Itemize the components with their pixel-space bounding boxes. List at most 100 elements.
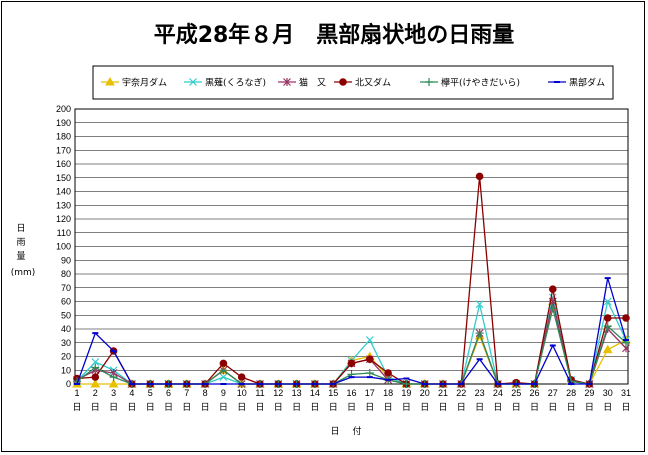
legend-swatch-marker (105, 76, 115, 86)
data-point (475, 329, 484, 338)
chart-title: 平成28年８月 黒部扇状地の日雨量 (154, 22, 515, 48)
legend-item: 猫 又 (278, 77, 326, 89)
legend-swatch-marker (425, 78, 433, 86)
x-tick-label: 26 (529, 388, 539, 398)
data-point (475, 172, 484, 181)
legend-label: 北又ダム (355, 77, 391, 89)
x-tick-suffix: 日 (457, 402, 466, 413)
x-tick-suffix: 日 (530, 402, 539, 413)
x-tick-label: 28 (566, 388, 576, 398)
y-axis-unit: (mm) (11, 268, 36, 278)
x-tick-label: 22 (456, 388, 466, 398)
x-tick-label: 24 (493, 388, 503, 398)
x-tick-label: 23 (475, 388, 485, 398)
x-tick-suffix: 日 (603, 402, 612, 413)
x-tick-suffix: 日 (402, 402, 411, 413)
x-tick-suffix: 日 (72, 402, 81, 413)
data-point (91, 358, 100, 366)
y-tick-label: 0 (66, 379, 71, 389)
data-point (603, 297, 612, 306)
legend-label: 宇奈月ダム (122, 77, 167, 89)
x-tick-suffix: 日 (548, 402, 557, 413)
y-tick-label: 150 (56, 173, 71, 183)
y-tick-label: 190 (56, 118, 71, 128)
legend-item: 黒薙(くろなぎ) (184, 77, 266, 89)
y-tick-label: 100 (56, 242, 71, 252)
y-tick-label: 120 (56, 214, 71, 224)
legend-item: 黒部ダム (548, 77, 605, 89)
y-tick-label: 10 (61, 365, 71, 375)
data-point (365, 369, 374, 377)
x-tick-label: 29 (584, 388, 594, 398)
x-tick-suffix: 日 (329, 402, 338, 413)
x-tick-suffix: 日 (255, 402, 264, 413)
series-layer (72, 172, 631, 388)
data-point (90, 378, 101, 388)
data-point (91, 363, 100, 372)
y-tick-label: 30 (61, 338, 71, 348)
y-tick-label: 90 (61, 255, 71, 265)
y-tick-label: 80 (61, 269, 71, 279)
legend-swatch-marker (189, 78, 197, 86)
y-tick-label: 140 (56, 187, 71, 197)
y-tick-label: 50 (61, 310, 71, 320)
legend-item: 北又ダム (334, 77, 391, 89)
data-point (603, 314, 612, 322)
x-tick-label: 20 (420, 388, 430, 398)
x-tick-suffix: 日 (621, 402, 630, 413)
data-point (366, 355, 374, 364)
y-tick-label: 130 (56, 200, 71, 210)
x-tick-suffix: 日 (475, 402, 484, 413)
x-tick-suffix: 日 (585, 402, 594, 413)
x-tick-suffix: 日 (237, 402, 246, 413)
x-tick-label: 6 (166, 388, 171, 398)
x-tick-suffix: 日 (384, 402, 393, 413)
x-tick-label: 11 (255, 388, 264, 398)
legend-item: 欅平(けやきだいら) (420, 78, 520, 89)
x-tick-label: 1 (74, 388, 79, 398)
x-tick-label: 8 (203, 388, 208, 398)
y-axis-label-char: 日 (16, 223, 25, 234)
legend-swatch-marker (339, 78, 347, 86)
x-tick-suffix: 日 (310, 402, 319, 413)
y-axis-label-char: 量 (16, 251, 25, 262)
x-tick-suffix: 日 (420, 402, 429, 413)
legend-item: 宇奈月ダム (101, 77, 167, 89)
legend-box (92, 65, 614, 100)
data-point (475, 300, 484, 309)
x-tick-suffix: 日 (365, 402, 374, 413)
x-tick-label: 3 (111, 388, 116, 398)
x-tick-label: 25 (511, 388, 521, 398)
x-tick-label: 12 (273, 388, 283, 398)
x-tick-label: 27 (548, 388, 558, 398)
legend-label: 欅平(けやきだいら) (441, 78, 520, 89)
data-point (384, 369, 392, 377)
y-tick-label: 200 (56, 104, 71, 114)
x-axis-label-char: 付 (352, 426, 361, 437)
x-tick-label: 4 (129, 388, 134, 398)
x-tick-suffix: 日 (109, 402, 118, 413)
y-axis-label-char: 雨 (16, 237, 25, 248)
data-point (219, 373, 228, 382)
x-tick-suffix: 日 (164, 402, 173, 413)
x-tick-label: 2 (93, 388, 98, 398)
y-tick-label: 40 (61, 324, 71, 334)
x-tick-label: 10 (237, 388, 247, 398)
x-tick-suffix: 日 (219, 402, 228, 413)
x-tick-label: 31 (621, 388, 631, 398)
x-tick-suffix: 日 (182, 402, 191, 413)
legend-label: 黒部ダム (569, 77, 605, 89)
x-tick-suffix: 日 (567, 402, 576, 413)
x-tick-label: 7 (184, 388, 189, 398)
x-tick-suffix: 日 (127, 402, 136, 413)
data-point (549, 285, 557, 293)
x-tick-suffix: 日 (493, 402, 502, 413)
x-tick-label: 17 (365, 388, 375, 398)
data-point (365, 336, 374, 344)
data-point (402, 380, 411, 388)
legend-swatch-marker (283, 78, 291, 86)
x-tick-suffix: 日 (347, 402, 356, 413)
data-point (219, 366, 228, 375)
x-tick-label: 14 (310, 388, 320, 398)
